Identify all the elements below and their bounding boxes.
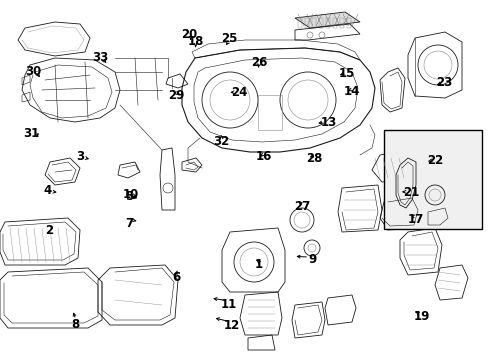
Text: 32: 32 [213,135,229,148]
Text: 8: 8 [72,318,80,330]
Text: 12: 12 [224,319,240,332]
Text: 6: 6 [172,271,180,284]
Text: 25: 25 [220,32,237,45]
Text: 11: 11 [220,298,237,311]
Polygon shape [294,12,359,28]
Text: 27: 27 [293,201,310,213]
Text: 15: 15 [338,67,355,80]
Text: 20: 20 [181,28,198,41]
Text: 33: 33 [92,51,108,64]
Text: 22: 22 [426,154,443,167]
Text: 17: 17 [407,213,423,226]
Text: 16: 16 [255,150,272,163]
Text: 30: 30 [25,65,41,78]
Text: 1: 1 [255,258,263,271]
Text: 3: 3 [77,150,84,163]
Text: 31: 31 [23,127,40,140]
Text: 19: 19 [412,310,429,323]
Text: 28: 28 [305,152,322,165]
Text: 24: 24 [231,86,247,99]
Text: 5: 5 [125,190,133,203]
Bar [383,130,481,229]
Text: 13: 13 [320,116,336,129]
Text: 9: 9 [308,253,316,266]
Text: 29: 29 [167,89,184,102]
Text: 2: 2 [45,224,53,237]
Text: 7: 7 [125,217,133,230]
Text: 18: 18 [187,35,203,48]
Text: 10: 10 [122,188,139,201]
Text: 23: 23 [435,76,451,89]
Text: 21: 21 [402,186,418,199]
Text: 4: 4 [44,184,52,197]
Text: 14: 14 [343,85,360,98]
Text: 26: 26 [250,56,267,69]
